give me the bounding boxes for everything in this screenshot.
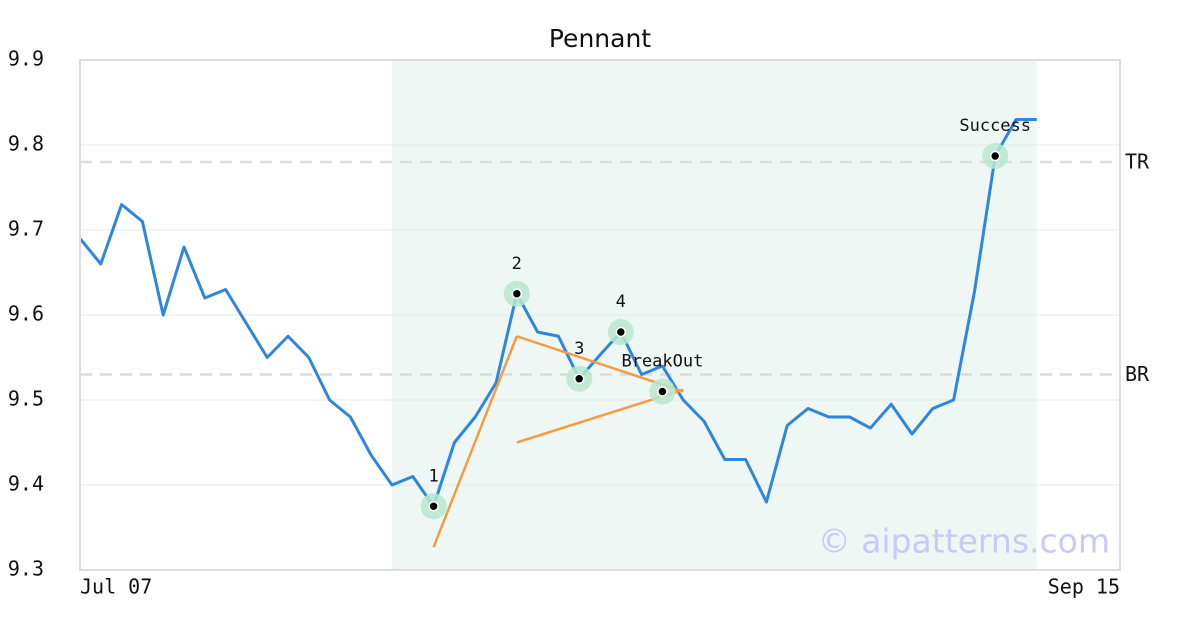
- plot-frame: [79, 59, 1121, 571]
- marker-label: BreakOut: [621, 352, 703, 372]
- marker-dot: [428, 501, 439, 512]
- marker-dot: [989, 150, 1001, 162]
- x-tick-label: Sep 15: [1048, 575, 1120, 599]
- marker-label: 3: [574, 339, 584, 359]
- watermark: © aipatterns.com: [818, 522, 1110, 561]
- marker-dot: [573, 373, 585, 384]
- marker-label: Success: [959, 116, 1031, 136]
- marker-label: 1: [428, 466, 438, 486]
- trend-line: [432, 335, 518, 548]
- marker-label: 2: [512, 254, 522, 274]
- y-tick-label: 9.9: [8, 47, 44, 71]
- y-tick-label: 9.6: [8, 302, 44, 326]
- price-line: [78, 118, 1037, 508]
- y-tick-label: 9.7: [8, 217, 44, 241]
- reference-label: TR: [1125, 150, 1150, 174]
- marker-dot: [657, 386, 668, 397]
- reference-label: BR: [1125, 362, 1150, 386]
- y-tick-label: 9.3: [8, 557, 44, 581]
- y-tick-label: 9.5: [8, 387, 44, 411]
- marker-label: 4: [616, 292, 626, 312]
- marker-dot: [615, 326, 627, 338]
- y-tick-label: 9.4: [8, 472, 44, 496]
- marker-dot: [511, 288, 523, 299]
- chart-title: Pennant: [549, 24, 651, 53]
- x-tick-label: Jul 07: [80, 575, 152, 599]
- y-tick-label: 9.8: [8, 132, 44, 156]
